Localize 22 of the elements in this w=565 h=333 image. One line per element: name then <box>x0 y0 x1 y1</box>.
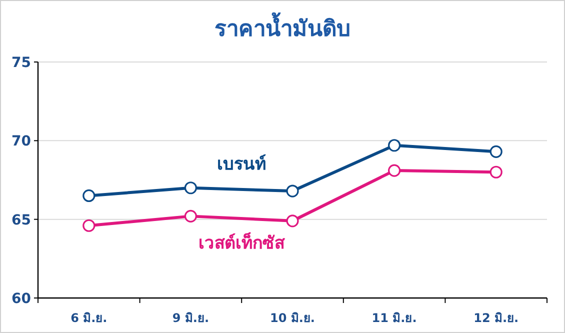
chart-title: ราคาน้ำมันดิบ <box>214 12 350 42</box>
x-tick-label: 11 มิ.ย. <box>372 311 417 325</box>
point <box>286 214 299 228</box>
y-tick-label: 65 <box>12 212 31 228</box>
point <box>82 219 96 232</box>
point <box>82 189 96 202</box>
x-tick-label: 9 มิ.ย. <box>172 311 210 325</box>
y-tick-label: 75 <box>12 55 31 71</box>
point <box>184 210 197 222</box>
point <box>388 139 401 152</box>
point <box>388 164 401 177</box>
y-tick-label: 60 <box>12 291 32 307</box>
x-tick-label: 12 มิ.ย. <box>474 311 519 325</box>
point <box>490 145 502 158</box>
x-tick-label: 6 มิ.ย. <box>70 311 108 325</box>
point <box>490 166 502 178</box>
series-label: เบรนท์ <box>217 153 266 174</box>
point <box>286 184 299 198</box>
point <box>184 182 197 194</box>
y-tick-label: 70 <box>12 134 32 150</box>
series-label: เวสต์เท็กซัส <box>198 230 286 254</box>
x-tick-label: 10 มิ.ย. <box>270 311 315 325</box>
